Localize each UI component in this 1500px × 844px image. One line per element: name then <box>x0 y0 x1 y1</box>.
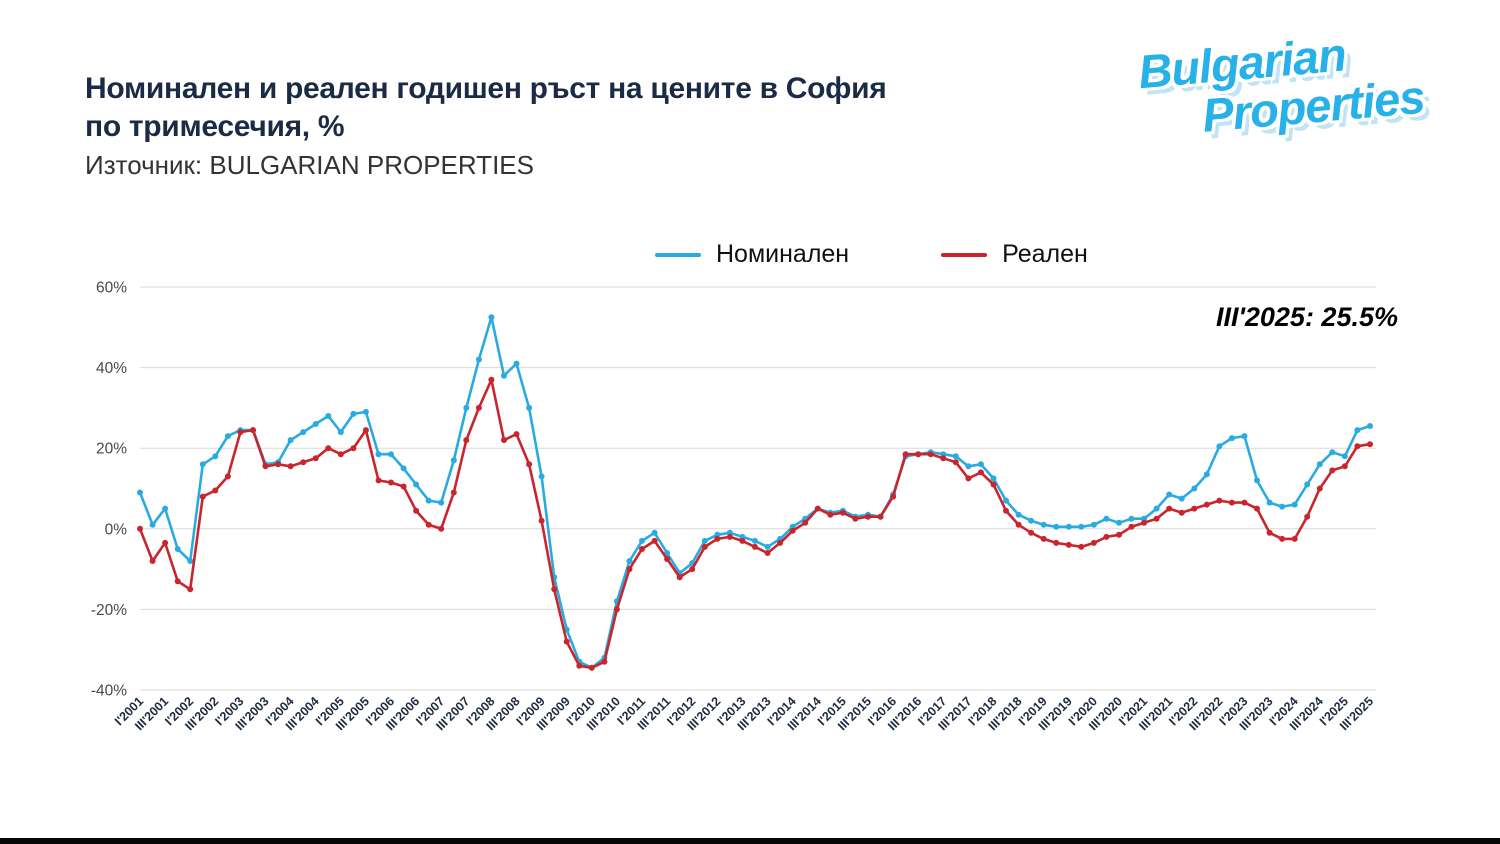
latest-value-annotation: III'2025: 25.5% <box>1215 302 1398 332</box>
source-label: Източник: BULGARIAN PROPERTIES <box>85 150 534 180</box>
footer-bar <box>0 838 1500 844</box>
page-title-line2: по тримесечия, % <box>85 110 345 144</box>
legend-label-real: Реален <box>1002 240 1088 268</box>
legend-label-nominal: Номинален <box>716 240 850 268</box>
svg-text:-40%: -40% <box>91 683 127 700</box>
page-title: Номинален и реален годишен ръст на ценит… <box>85 70 1035 147</box>
page-title-line1: Номинален и реален годишен ръст на ценит… <box>85 72 887 106</box>
svg-text:40%: 40% <box>96 360 127 377</box>
svg-text:60%: 60% <box>96 280 127 297</box>
svg-text:20%: 20% <box>96 441 127 458</box>
legend-item-real: Реален <box>941 240 1088 269</box>
svg-text:-20%: -20% <box>91 602 127 619</box>
chart-legend: Номинален Реален <box>655 240 1088 269</box>
nominal-line-swatch <box>655 252 701 257</box>
legend-item-nominal: Номинален <box>655 240 849 269</box>
real-line-swatch <box>941 252 988 257</box>
svg-text:0%: 0% <box>105 521 128 538</box>
